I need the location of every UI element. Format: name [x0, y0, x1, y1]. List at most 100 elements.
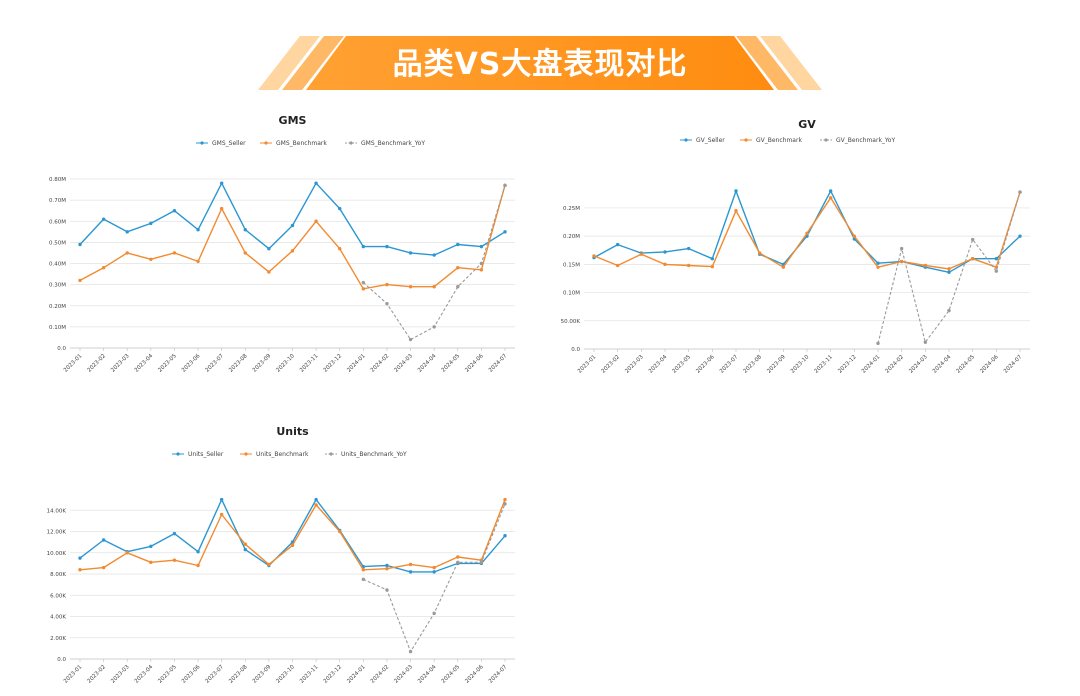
units-data-point[interactable]: [456, 560, 460, 565]
gv-data-point[interactable]: [615, 263, 620, 268]
units-data-point[interactable]: [78, 568, 82, 572]
gv-data-point[interactable]: [781, 265, 786, 269]
gv-data-point[interactable]: [592, 254, 596, 258]
units-data-point[interactable]: [196, 549, 200, 554]
gms-data-point[interactable]: [267, 270, 271, 274]
gms-data-point[interactable]: [503, 183, 507, 188]
units-legend-item-1[interactable]: Units_Benchmark: [240, 451, 309, 458]
gms-data-point[interactable]: [219, 206, 224, 211]
units-data-point[interactable]: [338, 529, 342, 534]
gms-data-point[interactable]: [456, 266, 460, 270]
gms-data-point[interactable]: [361, 280, 366, 285]
units-data-point[interactable]: [385, 588, 389, 592]
units-data-point[interactable]: [243, 547, 247, 552]
units-data-point[interactable]: [503, 497, 507, 502]
units-data-point[interactable]: [503, 502, 507, 506]
units-data-point[interactable]: [149, 544, 153, 549]
units-data-point[interactable]: [101, 538, 106, 542]
gms-data-point[interactable]: [503, 230, 507, 234]
gv-data-point[interactable]: [663, 262, 667, 267]
gms-legend-item-0[interactable]: GMS_Seller: [196, 140, 246, 147]
units-data-point[interactable]: [314, 497, 318, 502]
gms-data-point[interactable]: [314, 219, 318, 223]
gms-data-point[interactable]: [267, 247, 271, 251]
gms-data-point[interactable]: [338, 247, 342, 251]
units-data-point[interactable]: [219, 512, 224, 517]
units-data-point[interactable]: [432, 611, 436, 616]
gms-data-point[interactable]: [338, 206, 342, 211]
units-data-point[interactable]: [361, 577, 366, 582]
units-data-point[interactable]: [479, 560, 484, 565]
gms-data-point[interactable]: [408, 251, 413, 255]
gms-data-point[interactable]: [408, 337, 413, 342]
units-data-point[interactable]: [290, 543, 295, 548]
gms-data-point[interactable]: [456, 242, 460, 247]
gv-data-point[interactable]: [1018, 234, 1022, 238]
gv-data-point[interactable]: [947, 308, 951, 313]
gv-data-point[interactable]: [970, 237, 975, 242]
gms-data-point[interactable]: [479, 244, 484, 249]
gv-data-point[interactable]: [734, 209, 738, 213]
gv-data-point[interactable]: [686, 263, 691, 268]
gms-data-point[interactable]: [290, 223, 295, 228]
gv-data-point[interactable]: [710, 257, 715, 261]
gv-legend-item-0[interactable]: GV_Seller: [680, 137, 725, 144]
gv-legend-item-2[interactable]: GV_Benchmark_YoY: [820, 137, 895, 144]
gv-data-point[interactable]: [686, 246, 691, 251]
gms-data-point[interactable]: [196, 259, 200, 264]
gv-data-point[interactable]: [994, 257, 999, 261]
units-data-point[interactable]: [101, 565, 106, 570]
units-data-point[interactable]: [196, 563, 200, 568]
gms-data-point[interactable]: [290, 249, 295, 253]
gms-data-point[interactable]: [78, 278, 82, 283]
gms-data-point[interactable]: [314, 181, 318, 185]
units-data-point[interactable]: [408, 562, 413, 567]
gms-data-point[interactable]: [456, 285, 460, 289]
gms-data-point[interactable]: [219, 181, 224, 185]
units-legend-item-2[interactable]: Units_Benchmark_YoY: [325, 451, 407, 458]
gms-data-point[interactable]: [385, 244, 389, 249]
gv-data-point[interactable]: [899, 259, 904, 264]
gms-data-point[interactable]: [432, 253, 436, 257]
units-data-point[interactable]: [149, 560, 153, 565]
units-data-point[interactable]: [432, 565, 436, 570]
gms-data-point[interactable]: [432, 285, 436, 289]
gv-data-point[interactable]: [734, 189, 738, 193]
gms-data-point[interactable]: [408, 285, 413, 289]
gv-data-point[interactable]: [970, 257, 975, 261]
gv-data-point[interactable]: [639, 252, 644, 256]
units-data-point[interactable]: [385, 563, 389, 568]
gms-data-point[interactable]: [172, 208, 177, 213]
gv-data-point[interactable]: [947, 270, 951, 274]
units-data-point[interactable]: [172, 531, 177, 536]
units-data-point[interactable]: [125, 551, 129, 555]
gv-data-point[interactable]: [876, 265, 880, 269]
gv-legend-item-1[interactable]: GV_Benchmark: [740, 137, 802, 144]
gms-data-point[interactable]: [101, 217, 106, 221]
gms-legend-item-1[interactable]: GMS_Benchmark: [260, 140, 327, 147]
gms-data-point[interactable]: [432, 325, 436, 329]
units-data-point[interactable]: [408, 570, 413, 574]
gms-data-point[interactable]: [78, 242, 82, 247]
gv-data-point[interactable]: [923, 340, 928, 344]
gv-data-point[interactable]: [947, 267, 951, 271]
units-data-point[interactable]: [172, 558, 177, 562]
gv-data-point[interactable]: [876, 341, 880, 346]
gms-data-point[interactable]: [385, 301, 389, 306]
gv-data-point[interactable]: [663, 250, 667, 254]
gms-data-point[interactable]: [172, 251, 177, 255]
units-data-point[interactable]: [503, 534, 507, 538]
gv-data-point[interactable]: [852, 234, 857, 238]
gms-data-point[interactable]: [361, 287, 366, 291]
units-legend-item-0[interactable]: Units_Seller: [172, 451, 224, 458]
gv-data-point[interactable]: [805, 231, 809, 236]
units-data-point[interactable]: [385, 566, 389, 571]
gv-data-point[interactable]: [828, 196, 833, 200]
gv-data-point[interactable]: [615, 242, 620, 247]
units-data-point[interactable]: [361, 568, 366, 572]
gv-data-point[interactable]: [899, 246, 904, 251]
gv-data-point[interactable]: [1018, 190, 1022, 194]
gms-data-point[interactable]: [149, 257, 153, 261]
gms-legend-item-2[interactable]: GMS_Benchmark_YoY: [345, 140, 425, 147]
gms-data-point[interactable]: [385, 282, 389, 287]
